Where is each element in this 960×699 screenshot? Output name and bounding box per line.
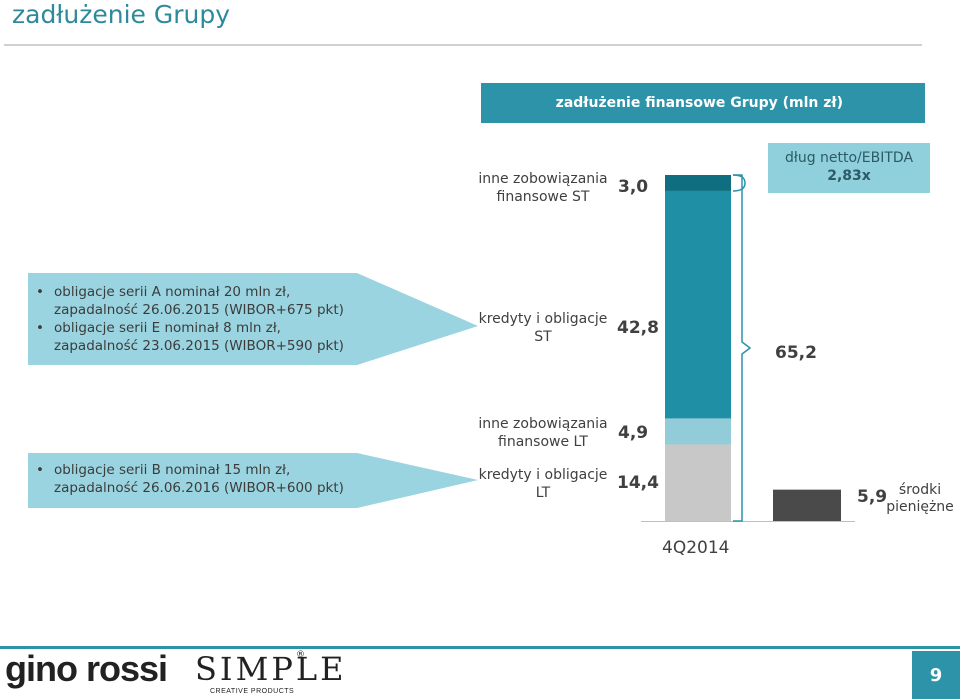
bar-segment xyxy=(665,418,731,445)
st-bonds-connector xyxy=(357,273,478,365)
simple-logo-subtitle: CREATIVE PRODUCTS xyxy=(210,688,295,695)
value-label-cash: 5,9 xyxy=(857,487,888,507)
note-line: zapadalność 26.06.2016 (WIBOR+600 pkt) xyxy=(54,480,344,496)
footer-divider xyxy=(0,646,960,649)
gino-rossi-logo: gino rossi xyxy=(5,648,168,689)
segment-label-loans-lt: kredyty i obligacje LT xyxy=(478,467,608,501)
note-line: obligacje serii B nominał 15 mln zł, xyxy=(54,462,291,478)
segment-label-loans-st: kredyty i obligacje ST xyxy=(478,311,608,345)
note-line: obligacje serii A nominał 20 mln zł, xyxy=(54,284,291,300)
segment-label-other-st: inne zobowiązania finansowe ST xyxy=(478,171,608,205)
page-title: zadłużenie Grupy xyxy=(12,0,231,29)
bar-segment xyxy=(665,175,731,191)
value-label-loans-st: 42,8 xyxy=(617,318,659,338)
title-divider xyxy=(4,44,922,46)
note-item: obligacje serii B nominał 15 mln zł, zap… xyxy=(36,461,357,497)
brace-short-segment xyxy=(732,174,746,192)
registered-mark: ® xyxy=(296,650,305,660)
simple-logo: SIMPLE xyxy=(195,650,347,688)
value-label-other-lt: 4,9 xyxy=(618,423,649,443)
st-bonds-note: obligacje serii A nominał 20 mln zł, zap… xyxy=(28,273,357,365)
lt-bonds-connector xyxy=(357,453,478,508)
bar-segment xyxy=(665,190,731,419)
net-debt-brace xyxy=(733,174,752,522)
bar-segment xyxy=(665,444,731,521)
chart-title: zadłużenie finansowe Grupy (mln zł) xyxy=(481,83,925,123)
value-label-loans-lt: 14,4 xyxy=(617,473,659,493)
ratio-box: dług netto/EBITDA 2,83x xyxy=(768,143,930,193)
segment-label-other-lt: inne zobowiązania finansowe LT xyxy=(478,416,608,450)
ratio-label: dług netto/EBITDA xyxy=(784,150,914,166)
cash-label: środki pieniężne xyxy=(886,482,954,515)
x-tick-label: 4Q2014 xyxy=(662,538,730,558)
ratio-value: 2,83x xyxy=(827,168,871,184)
cash-bar xyxy=(773,489,841,521)
value-label-other-st: 3,0 xyxy=(618,177,649,197)
value-label-net-debt: 65,2 xyxy=(775,343,817,363)
note-line: obligacje serii E nominał 8 mln zł, xyxy=(54,320,281,336)
lt-bonds-note: obligacje serii B nominał 15 mln zł, zap… xyxy=(28,453,357,508)
page-number: 9 xyxy=(912,651,960,699)
note-item: obligacje serii A nominał 20 mln zł, zap… xyxy=(36,283,357,319)
note-line: zapadalność 23.06.2015 (WIBOR+590 pkt) xyxy=(54,338,344,354)
note-item: obligacje serii E nominał 8 mln zł, zapa… xyxy=(36,319,357,355)
note-line: zapadalność 26.06.2015 (WIBOR+675 pkt) xyxy=(54,302,344,318)
